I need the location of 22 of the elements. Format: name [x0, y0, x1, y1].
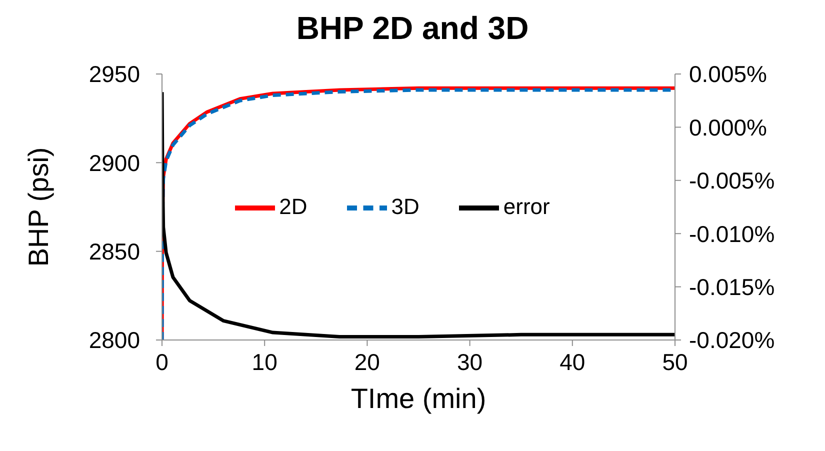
y-tick-label: 2900 — [88, 150, 140, 176]
y2-tick-label: 0.005% — [689, 61, 768, 88]
y2-tick-label: -0.005% — [689, 168, 775, 194]
y2-tick-label: -0.010% — [689, 220, 775, 247]
y-tick-label: 2950 — [88, 61, 140, 88]
y-tick-label: 2850 — [88, 238, 140, 264]
y-tick-label: 2800 — [88, 327, 140, 354]
legend-label: 3D — [391, 194, 420, 219]
x-tick-label: 10 — [252, 349, 278, 375]
legend-label: error — [503, 194, 550, 219]
legend-label: 2D — [279, 194, 308, 219]
y2-tick-label: 0.000% — [689, 114, 768, 140]
x-tick-label: 0 — [156, 349, 168, 375]
x-tick-label: 50 — [662, 349, 688, 375]
y-axis-title: BHP (psi) — [22, 147, 54, 267]
x-tick-label: 30 — [457, 349, 483, 375]
chart-title: BHP 2D and 3D — [295, 10, 530, 47]
x-tick-label: 20 — [354, 349, 380, 375]
y2-tick-label: -0.015% — [689, 274, 775, 300]
x-axis-title: TIme (min) — [350, 383, 486, 414]
x-tick-label: 40 — [560, 349, 586, 375]
y2-tick-label: -0.020% — [689, 327, 775, 354]
